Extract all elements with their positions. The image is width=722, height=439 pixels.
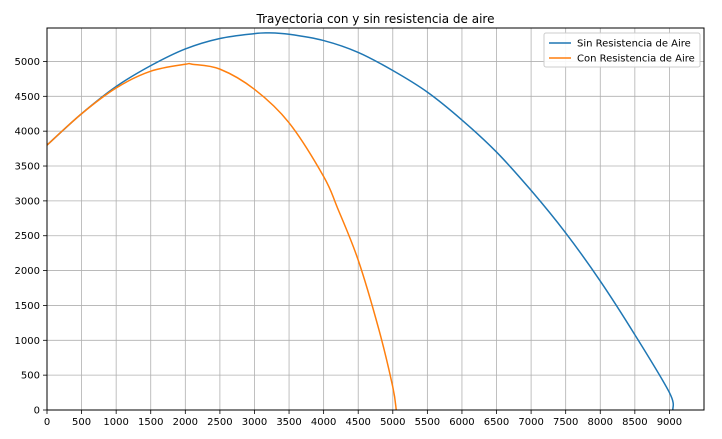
- legend-box: [543, 32, 701, 68]
- x-tick-label: 8000: [588, 417, 613, 428]
- y-tick-label: 500: [21, 371, 40, 382]
- x-tick-label: 9000: [657, 417, 682, 428]
- legend: Sin Resistencia de Aire Con Resistencia …: [543, 32, 701, 68]
- y-tick-label: 4000: [15, 127, 40, 138]
- chart-title: Trayectoria con y sin resistencia de air…: [256, 12, 495, 26]
- y-tick-label: 0: [34, 406, 40, 417]
- x-tick-label: 3500: [276, 417, 301, 428]
- x-tick-label: 5500: [415, 417, 440, 428]
- x-tick-label: 1000: [103, 417, 128, 428]
- x-tick-label: 2000: [173, 417, 198, 428]
- x-tick-label: 2500: [207, 417, 232, 428]
- x-tick-label: 1500: [138, 417, 163, 428]
- y-tick-label: 3500: [15, 162, 40, 173]
- x-tick-label: 4000: [311, 417, 336, 428]
- legend-label-sin-resistencia: Sin Resistencia de Aire: [577, 39, 691, 50]
- y-tick-label: 2000: [15, 266, 40, 277]
- x-tick-label: 7000: [518, 417, 543, 428]
- series-line-sin-resistencia: [46, 32, 675, 411]
- x-tick-label: 6000: [449, 417, 474, 428]
- series-lines: [46, 32, 675, 411]
- x-tick-label: 500: [72, 417, 91, 428]
- y-tick-label: 4500: [15, 92, 40, 103]
- x-axis-ticks: 0 500 1000 1500 2000 2500 3000 3500 4000 4500 5000…: [44, 410, 682, 428]
- y-tick-label: 2500: [15, 231, 40, 242]
- x-tick-label: 8500: [622, 417, 647, 428]
- x-tick-label: 0: [44, 417, 50, 428]
- x-tick-label: 6500: [484, 417, 509, 428]
- x-tick-label: 7500: [553, 417, 578, 428]
- x-tick-label: 4500: [345, 417, 370, 428]
- y-tick-label: 1000: [15, 336, 40, 347]
- y-tick-label: 5000: [15, 57, 40, 68]
- y-axis-ticks: 0 500 1000 1500 2000 2500 3000 3500 4000 4500 5000: [15, 57, 47, 417]
- grid-lines: [46, 28, 704, 411]
- y-tick-label: 3000: [15, 196, 40, 207]
- x-tick-label: 5000: [380, 417, 405, 428]
- legend-label-con-resistencia: Con Resistencia de Aire: [577, 54, 695, 65]
- plot-frame: [46, 27, 705, 411]
- x-tick-label: 3000: [242, 417, 267, 428]
- y-tick-label: 1500: [15, 301, 40, 312]
- series-line-con-resistencia: [46, 62, 397, 411]
